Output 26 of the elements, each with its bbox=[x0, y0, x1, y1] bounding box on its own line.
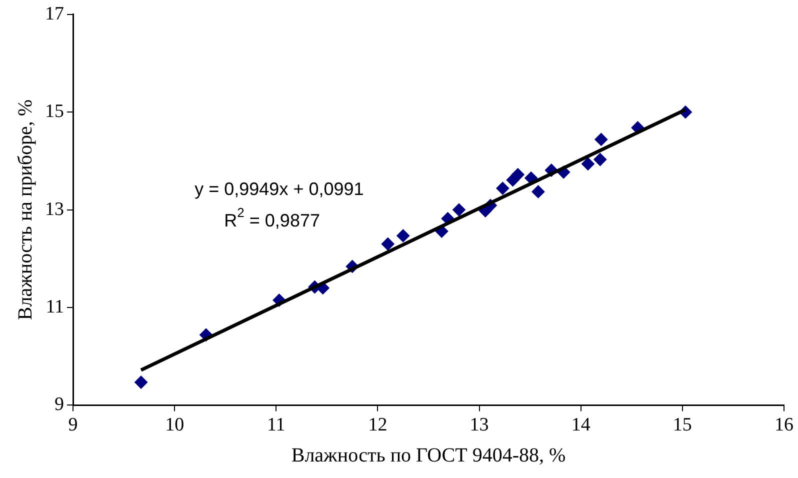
point bbox=[134, 376, 148, 389]
point bbox=[496, 182, 510, 195]
point bbox=[381, 237, 394, 250]
y-tick-label: 17 bbox=[45, 3, 64, 24]
point bbox=[594, 132, 608, 146]
y-tick-label: 9 bbox=[54, 394, 64, 416]
point bbox=[581, 157, 594, 170]
point bbox=[452, 203, 466, 216]
point bbox=[532, 185, 545, 198]
x-tick-label: 10 bbox=[165, 414, 184, 436]
x-tick-label: 9 bbox=[68, 414, 78, 436]
y-tick-label: 11 bbox=[46, 296, 64, 318]
x-tick-label: 15 bbox=[672, 414, 692, 436]
x-tick-label: 14 bbox=[571, 414, 591, 436]
y-axis-title: Влажность на приборе, % bbox=[14, 99, 36, 320]
y-tick-label: 13 bbox=[45, 198, 64, 220]
annotation: y = 0,9949x + 0,0991 bbox=[194, 179, 364, 200]
x-axis-title: Влажность по ГОСТ 9404-88, % bbox=[291, 444, 566, 466]
x-tick-label: 11 bbox=[266, 414, 286, 436]
point bbox=[511, 168, 524, 182]
y-tick-label: 15 bbox=[45, 101, 64, 122]
point bbox=[594, 152, 607, 166]
x-tick-label: 16 bbox=[774, 414, 794, 436]
point bbox=[396, 229, 410, 242]
x-tick-label: 12 bbox=[368, 414, 388, 436]
x-tick-label: 13 bbox=[470, 414, 489, 436]
